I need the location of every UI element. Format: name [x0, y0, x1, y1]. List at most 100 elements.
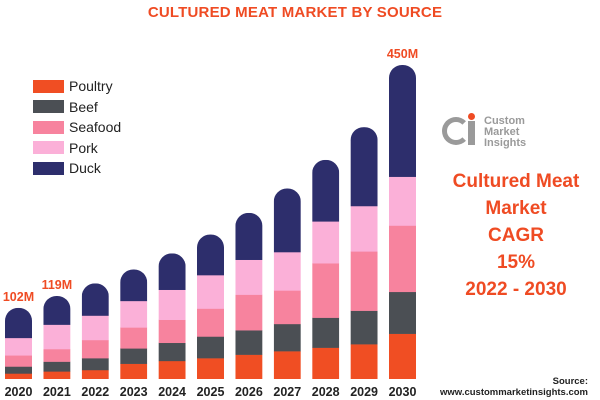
bar-segment-pork-2021 — [43, 324, 71, 350]
bar-base-mask — [349, 379, 379, 394]
x-tick-label: 2024 — [158, 385, 186, 399]
bar-segment-poultry-2025 — [197, 358, 224, 380]
bar-segment-seafood-2024 — [158, 319, 186, 344]
bar-segment-seafood-2022 — [81, 339, 109, 359]
bar-base-mask — [388, 379, 417, 394]
bar-segment-pork-2020 — [5, 337, 32, 356]
legend-swatch — [33, 141, 64, 155]
x-tick-label: 2027 — [273, 385, 301, 399]
bar-base-mask — [42, 379, 72, 394]
bar-segment-seafood-2028 — [312, 263, 340, 318]
total-value-label: 102M — [3, 290, 34, 304]
cagr-panel: Cultured Meat Market CAGR 15% 2022 - 203… — [436, 168, 596, 303]
bar-segment-beef-2023 — [120, 348, 148, 364]
bar-segment-duck-2025 — [197, 234, 224, 276]
cagr-line: CAGR — [488, 225, 544, 246]
cagr-value: 15% — [496, 252, 536, 273]
bar-segment-duck-2024 — [158, 253, 186, 290]
bar-segment-duck-2030 — [389, 65, 416, 177]
bar-segment-poultry-2020 — [5, 373, 32, 380]
bar-segment-poultry-2026 — [235, 354, 263, 380]
x-tick-label: 2021 — [43, 385, 71, 399]
bar-segment-beef-2022 — [81, 358, 109, 371]
bar-base-mask — [196, 379, 225, 394]
bars-layer — [4, 65, 417, 394]
x-tick-label: 2028 — [312, 385, 340, 399]
legend-swatch — [33, 100, 64, 114]
bar-segment-pork-2030 — [389, 176, 416, 226]
bar-segment-pork-2023 — [120, 300, 148, 328]
bar-base-mask — [311, 379, 341, 394]
legend-label: Seafood — [69, 119, 122, 136]
bar-segment-poultry-2027 — [273, 351, 301, 380]
bar-segment-duck-2021 — [43, 295, 71, 325]
bar-segment-duck-2027 — [273, 188, 301, 253]
bar-segment-seafood-2023 — [120, 327, 148, 349]
x-tick-label: 2025 — [197, 385, 225, 399]
bar-segment-poultry-2021 — [43, 371, 71, 380]
bar-segment-seafood-2026 — [235, 294, 263, 331]
legend-item-beef: Beef — [33, 97, 121, 118]
page-title: CULTURED MEAT MARKET BY SOURCE — [147, 4, 443, 21]
bar-segment-beef-2025 — [197, 336, 224, 359]
bar-segment-seafood-2030 — [389, 225, 416, 293]
bar-segment-beef-2028 — [312, 317, 340, 348]
bar-segment-seafood-2027 — [273, 290, 301, 325]
x-tick-label: 2030 — [389, 385, 417, 399]
legend-item-seafood: Seafood — [33, 117, 121, 138]
bar-segment-pork-2025 — [197, 275, 224, 309]
legend-label: Beef — [69, 98, 98, 115]
x-tick-label: 2029 — [350, 385, 378, 399]
bar-segment-pork-2029 — [350, 205, 378, 252]
bar-segment-pork-2024 — [158, 289, 186, 320]
bar-segment-poultry-2022 — [81, 369, 109, 380]
bar-segment-beef-2024 — [158, 342, 186, 362]
bar-segment-duck-2028 — [312, 159, 340, 222]
bar-segment-poultry-2029 — [350, 344, 378, 380]
bar-2021 — [43, 295, 71, 380]
legend-item-poultry: Poultry — [33, 76, 121, 97]
bar-base-mask — [272, 379, 302, 394]
bar-segment-pork-2022 — [81, 315, 109, 341]
bar-segment-duck-2023 — [120, 269, 148, 302]
cagr-line: Market — [485, 198, 547, 219]
bar-segment-poultry-2023 — [120, 363, 148, 380]
x-tick-label: 2026 — [235, 385, 263, 399]
legend-swatch — [33, 120, 64, 134]
x-axis-ticks: 2020 2021 2022 2023 2024 2025 2026 2027 2028 2029… — [5, 385, 417, 399]
bar-base-mask — [4, 379, 33, 394]
x-tick-label: 2022 — [81, 385, 109, 399]
legend-item-duck: Duck — [33, 158, 121, 179]
bar-2024 — [158, 253, 186, 380]
chart-legend: Poultry Beef Seafood Pork Duck — [33, 76, 121, 179]
legend-label: Pork — [69, 139, 98, 156]
x-tick-label: 2023 — [120, 385, 148, 399]
bar-base-mask — [119, 379, 149, 394]
cagr-period: 2022 - 2030 — [465, 279, 567, 300]
bar-2030 — [389, 65, 416, 380]
bar-segment-poultry-2024 — [158, 360, 186, 380]
bar-segment-seafood-2025 — [197, 308, 224, 337]
bar-segment-seafood-2029 — [350, 251, 378, 311]
legend-label: Duck — [69, 160, 101, 177]
bar-2028 — [312, 159, 340, 380]
bar-2022 — [81, 283, 109, 380]
source-label: Source: — [552, 376, 588, 387]
bar-segment-beef-2027 — [273, 323, 301, 352]
legend-item-pork: Pork — [33, 138, 121, 159]
bar-2020 — [5, 307, 32, 380]
bar-segment-seafood-2020 — [5, 355, 32, 367]
source-link[interactable]: www.custommarketinsights.com — [440, 387, 588, 398]
bar-segment-duck-2029 — [350, 127, 378, 207]
bar-segment-pork-2028 — [312, 221, 340, 264]
bar-segment-pork-2026 — [235, 259, 263, 295]
bar-segment-poultry-2030 — [389, 333, 416, 380]
bar-segment-duck-2020 — [5, 307, 32, 339]
total-labels-layer: 102M 119M 450M — [3, 47, 418, 304]
bar-2023 — [120, 269, 148, 380]
legend-label: Poultry — [69, 78, 113, 95]
total-value-label: 119M — [42, 278, 73, 292]
bar-segment-beef-2029 — [350, 310, 378, 345]
bar-base-mask — [234, 379, 264, 394]
